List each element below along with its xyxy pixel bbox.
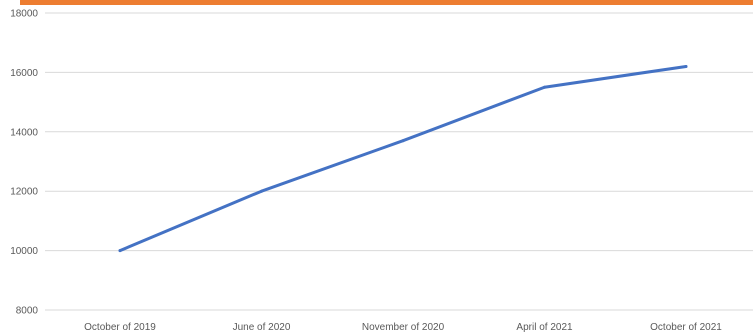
gridlines xyxy=(45,12,753,311)
x-tick-label: October of 2019 xyxy=(84,322,156,333)
series-line xyxy=(118,64,688,253)
series-layer xyxy=(118,64,688,253)
data-point xyxy=(401,139,405,143)
data-point xyxy=(260,189,263,193)
top-accent-bar xyxy=(20,0,753,5)
y-tick-label: 10000 xyxy=(10,246,38,257)
y-tick-label: 16000 xyxy=(10,68,38,79)
y-tick-label: 14000 xyxy=(10,127,38,138)
x-tick-label: June of 2020 xyxy=(233,322,291,333)
data-point xyxy=(684,64,688,68)
x-tick-label: November of 2020 xyxy=(362,322,445,333)
x-tick-label: April of 2021 xyxy=(516,322,573,333)
data-point xyxy=(543,85,546,89)
y-tick-label: 12000 xyxy=(10,187,38,198)
x-tick-label: October of 2021 xyxy=(650,322,722,333)
x-axis-tick-labels: October of 2019 June of 2020 November of 2… xyxy=(84,322,722,333)
y-axis-tick-labels: 8000 10000 12000 14000 16000 18000 xyxy=(10,9,38,317)
y-tick-label: 8000 xyxy=(16,306,39,317)
y-tick-label: 18000 xyxy=(10,9,38,20)
data-point xyxy=(118,249,122,253)
